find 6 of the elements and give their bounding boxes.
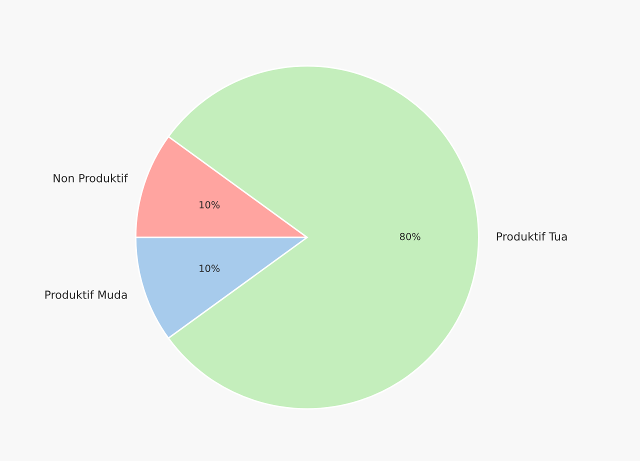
slice-label: Produktif Muda [45, 290, 127, 299]
data-label: 10% [200, 264, 220, 272]
slice-label: Produktif Tua [496, 232, 567, 241]
slice-label: Non Produktif [54, 174, 128, 182]
data-label: 80% [400, 232, 420, 240]
data-label: 10% [200, 201, 220, 208]
